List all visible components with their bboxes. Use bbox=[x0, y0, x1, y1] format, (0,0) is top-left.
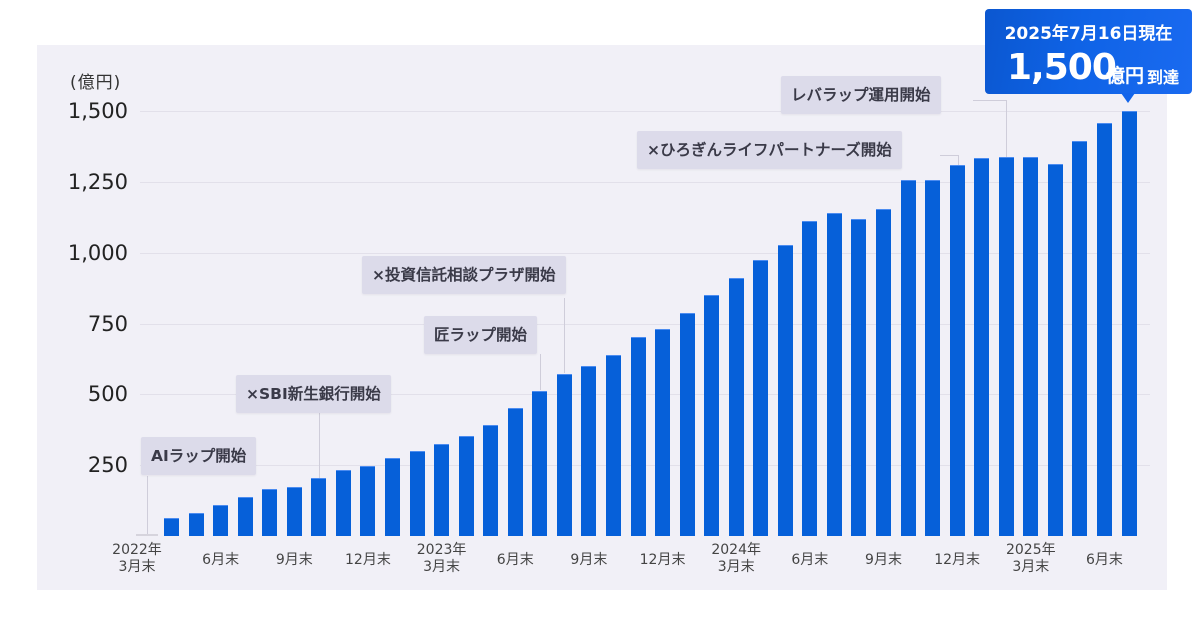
bar-2023-09 bbox=[581, 366, 597, 536]
bar-2025-06 bbox=[1096, 123, 1112, 536]
bar-2023-07 bbox=[532, 391, 548, 536]
annotation-takumi-wrap-start: 匠ラップ開始 bbox=[424, 316, 538, 354]
leader-line-sbi bbox=[319, 413, 320, 478]
leader-line-hirogin-h bbox=[940, 155, 958, 156]
bar-2024-07 bbox=[826, 212, 842, 536]
leader-line-leverage-h bbox=[973, 100, 1007, 101]
bar-2024-06 bbox=[802, 220, 818, 536]
x-tick-label: 6月末 bbox=[1085, 552, 1123, 568]
bar-2023-08 bbox=[556, 374, 572, 536]
bar-2024-03 bbox=[728, 278, 744, 536]
bar-2024-02 bbox=[704, 294, 720, 536]
bar-2023-10 bbox=[605, 355, 621, 536]
bar-2023-01 bbox=[385, 458, 400, 536]
bar-2025-03 bbox=[1023, 157, 1039, 536]
bar-2024-11 bbox=[925, 180, 941, 536]
x-tick-label: 9月末 bbox=[275, 552, 313, 568]
x-tick-label: 6月末 bbox=[791, 552, 829, 568]
gridline bbox=[140, 111, 1150, 112]
x-tick-label: 9月末 bbox=[865, 552, 902, 568]
bar-2024-12 bbox=[949, 165, 965, 536]
y-tick-label: 500 bbox=[87, 382, 128, 407]
bar-2022-06 bbox=[213, 505, 229, 536]
gridline bbox=[140, 182, 1150, 183]
x-tick-label: 2024年 3月末 bbox=[711, 542, 762, 575]
bar-2024-01 bbox=[679, 312, 695, 536]
bar-2022-09 bbox=[286, 487, 302, 536]
y-tick-label: 250 bbox=[87, 453, 128, 478]
bar-2025-05 bbox=[1072, 140, 1088, 536]
leader-line-leverage bbox=[1006, 100, 1007, 157]
bar-2025-07 bbox=[1121, 111, 1137, 536]
y-tick-label: 1,000 bbox=[67, 240, 128, 265]
callout-suffix: 到達 bbox=[1147, 68, 1180, 87]
bar-2023-04 bbox=[458, 436, 474, 536]
bar-2023-02 bbox=[409, 451, 425, 536]
bar-2022-08 bbox=[262, 488, 278, 536]
start-baseline-tick bbox=[136, 534, 158, 536]
gridline bbox=[140, 253, 1150, 254]
callout-unit: 億円 bbox=[1106, 65, 1145, 87]
bar-2024-09 bbox=[876, 208, 891, 536]
bar-2022-04 bbox=[164, 517, 180, 536]
bar-2022-11 bbox=[335, 470, 351, 536]
annotation-ai-wrap-start: AIラップ開始 bbox=[141, 437, 257, 475]
bar-2023-05 bbox=[483, 424, 499, 536]
x-tick-label: 2025年 3月末 bbox=[1005, 542, 1056, 575]
bar-2022-05 bbox=[188, 513, 204, 536]
annotation-toushin-plaza-start: ×投資信託相談プラザ開始 bbox=[362, 256, 566, 294]
milestone-callout: 2025年7月16日現在 1,500 億円 到達 bbox=[985, 9, 1192, 103]
bar-2022-12 bbox=[360, 466, 376, 536]
annotation-leverage-wrap-start: レバラップ運用開始 bbox=[781, 76, 941, 114]
bar-2025-04 bbox=[1047, 163, 1063, 536]
bar-2022-10 bbox=[311, 477, 327, 536]
annotation-hirogin-start: ×ひろぎんライフパートナーズ開始 bbox=[637, 131, 902, 169]
bar-2025-01 bbox=[974, 157, 990, 536]
bar-2024-05 bbox=[777, 244, 793, 536]
bar-2024-04 bbox=[753, 259, 769, 536]
bar-2025-02 bbox=[998, 157, 1014, 536]
x-tick-label: 9月末 bbox=[570, 552, 608, 568]
bar-2024-08 bbox=[851, 218, 867, 536]
y-tick-label: 1,250 bbox=[67, 170, 128, 194]
leader-line-ai-wrap bbox=[147, 476, 148, 534]
x-tick-label: 12月末 bbox=[345, 552, 391, 568]
chart-panel bbox=[37, 45, 1167, 590]
x-tick-label: 12月末 bbox=[639, 552, 686, 568]
gridline bbox=[140, 324, 1150, 325]
bar-2023-12 bbox=[655, 328, 671, 536]
x-tick-label: 6月末 bbox=[496, 552, 534, 568]
bar-2023-06 bbox=[507, 407, 523, 536]
bar-2023-11 bbox=[630, 336, 646, 536]
leader-line-toushin bbox=[564, 298, 565, 373]
annotation-sbi-start: ×SBI新生銀行開始 bbox=[236, 375, 391, 413]
callout-pointer-icon bbox=[1121, 93, 1135, 103]
x-tick-label: 2022年 3月末 bbox=[112, 542, 162, 575]
x-tick-label: 6月末 bbox=[202, 552, 240, 568]
x-tick-label: 2023年 3月末 bbox=[416, 542, 467, 575]
bar-2022-07 bbox=[237, 496, 253, 536]
callout-value: 1,500 bbox=[1007, 47, 1117, 88]
callout-date: 2025年7月16日現在 bbox=[1004, 24, 1173, 44]
y-tick-label: 750 bbox=[87, 311, 128, 336]
y-tick-label: 1,500 bbox=[67, 99, 128, 124]
leader-line-takumi bbox=[540, 354, 541, 390]
x-tick-label: 12月末 bbox=[934, 552, 981, 568]
bar-2023-03 bbox=[434, 443, 450, 536]
leader-line-hirogin bbox=[958, 155, 959, 165]
y-axis-unit-label: (億円) bbox=[70, 73, 122, 93]
bar-2024-10 bbox=[900, 180, 916, 536]
